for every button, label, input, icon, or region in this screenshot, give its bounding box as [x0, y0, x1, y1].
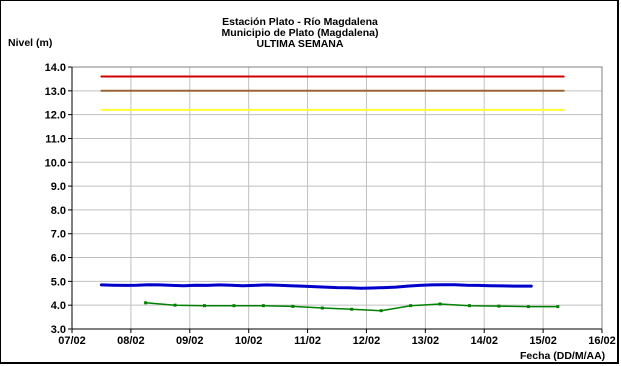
series-4-point — [438, 302, 442, 306]
y-tick-label: 12.0 — [45, 110, 66, 122]
series-4-point — [203, 304, 206, 308]
y-tick-label: 7.0 — [51, 229, 66, 241]
x-tick-label: 11/02 — [294, 335, 321, 347]
y-axis-label: Nivel (m) — [8, 37, 53, 49]
series-3-line — [99, 283, 533, 290]
series-4-point — [173, 303, 177, 307]
y-tick-label: 11.0 — [45, 133, 66, 145]
y-tick-label: 6.0 — [51, 253, 66, 265]
chart-title-line-1: Estación Plato - Río Magdalena — [222, 16, 378, 28]
x-tick-label: 15/02 — [529, 335, 557, 347]
y-tick-label: 10.0 — [45, 157, 66, 169]
y-tick-label: 9.0 — [51, 181, 66, 193]
y-tick-label: 5.0 — [51, 276, 66, 288]
series-4-point — [232, 304, 236, 308]
chart-title-line-3: ULTIMA SEMANA — [256, 38, 344, 50]
series-4-point — [409, 304, 413, 308]
plot-area — [72, 67, 602, 329]
series-4-point — [497, 304, 501, 308]
y-tick-label: 4.0 — [51, 300, 66, 312]
x-tick-label: 10/02 — [235, 335, 263, 347]
series-4-point — [526, 305, 530, 309]
x-tick-label: 07/02 — [58, 335, 86, 347]
x-tick-label: 14/02 — [470, 335, 498, 347]
series-4-point — [379, 309, 383, 313]
series-4-point — [261, 304, 265, 308]
y-tick-label: 3.0 — [51, 324, 66, 336]
x-tick-label: 12/02 — [353, 335, 381, 347]
series-4-point — [320, 306, 324, 310]
series-4-point — [556, 305, 560, 309]
series-4-point — [291, 304, 295, 308]
x-axis-label: Fecha (DD/M/AA) — [520, 350, 606, 362]
y-tick-label: 13.0 — [45, 86, 66, 98]
x-tick-label: 16/02 — [588, 335, 616, 347]
x-tick-label: 13/02 — [412, 335, 440, 347]
y-tick-label: 8.0 — [51, 205, 66, 217]
x-tick-label: 08/02 — [117, 335, 145, 347]
x-tick-label: 09/02 — [176, 335, 204, 347]
y-tick-label: 14.0 — [45, 62, 66, 74]
series-4-point — [350, 307, 354, 311]
chart-title-line-2: Municipio de Plato (Magdalena) — [221, 27, 379, 39]
series-4-point — [144, 301, 148, 305]
series-4-point — [468, 304, 471, 308]
